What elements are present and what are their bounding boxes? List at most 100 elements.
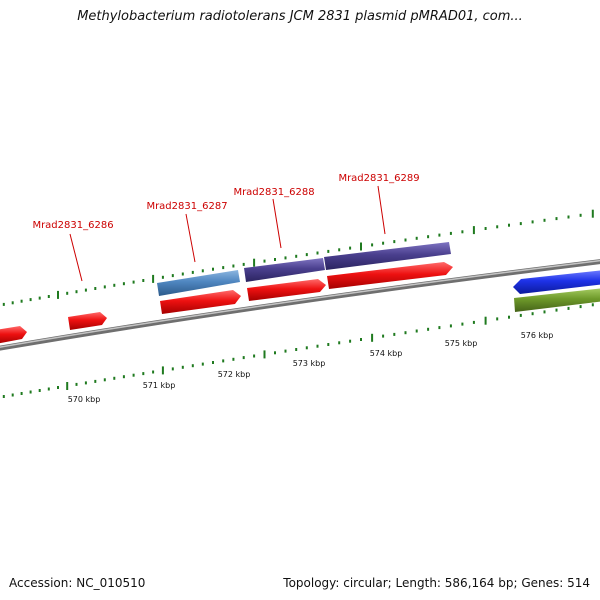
minor-tick <box>47 387 50 391</box>
minor-tick <box>242 356 245 360</box>
minor-tick <box>57 386 59 389</box>
major-tick <box>371 333 374 342</box>
minor-tick <box>2 302 5 306</box>
minor-tick <box>316 251 319 255</box>
minor-tick <box>449 231 452 235</box>
minor-tick <box>531 312 534 316</box>
minor-tick <box>349 246 352 250</box>
major-tick <box>360 242 362 251</box>
minor-tick <box>142 279 145 282</box>
minor-tick <box>438 326 441 330</box>
minor-tick <box>360 338 362 341</box>
kbp-tick-label: 570 kbp <box>68 395 101 404</box>
minor-tick <box>142 372 145 376</box>
outer-tick-ring <box>2 209 594 306</box>
minor-tick <box>519 313 522 317</box>
gene-feature-blue[interactable] <box>513 270 600 294</box>
major-tick <box>161 366 164 375</box>
minor-tick <box>461 230 464 234</box>
gene-label[interactable]: Mrad2831_6286 <box>32 220 113 231</box>
minor-tick <box>305 346 308 350</box>
minor-tick <box>11 393 14 397</box>
kbp-tick-label: 576 kbp <box>521 331 554 340</box>
gene-feature-red[interactable] <box>0 326 27 344</box>
minor-tick <box>496 225 499 229</box>
minor-tick <box>253 354 256 358</box>
accession-text: Accession: NC_010510 <box>9 576 146 590</box>
major-tick <box>152 274 155 283</box>
minor-tick <box>201 269 204 273</box>
minor-tick <box>191 270 194 274</box>
gene-feature-olive[interactable] <box>514 288 600 312</box>
minor-tick <box>567 215 570 219</box>
minor-tick <box>519 222 522 226</box>
kbp-scale-labels: 570 kbp 571 kbp 572 kbp 573 kbp 574 kbp 575 k… <box>68 331 554 404</box>
minor-tick <box>38 389 41 392</box>
gene-label[interactable]: Mrad2831_6289 <box>338 173 419 184</box>
minor-tick <box>438 233 441 237</box>
minor-tick <box>242 262 245 266</box>
minor-tick <box>232 357 235 361</box>
major-tick <box>253 258 256 267</box>
minor-tick <box>371 243 374 247</box>
minor-tick <box>579 213 582 217</box>
minor-tick <box>555 217 558 221</box>
minor-tick <box>404 331 407 335</box>
minor-tick <box>132 373 135 377</box>
minor-tick <box>94 379 97 383</box>
minor-tick <box>567 306 570 310</box>
minor-tick <box>349 339 352 343</box>
label-leader-line <box>69 233 83 282</box>
gene-feature-red[interactable] <box>160 290 241 314</box>
topology-summary-text: Topology: circular; Length: 586,164 bp; … <box>283 576 590 590</box>
minor-tick <box>75 382 78 386</box>
minor-tick <box>316 344 319 348</box>
map-title: Methylobacterium radiotolerans JCM 2831 … <box>77 9 523 24</box>
minor-tick <box>84 381 87 385</box>
minor-tick <box>132 280 135 284</box>
gene-feature-steel-blue[interactable] <box>157 270 240 296</box>
minor-tick <box>103 285 106 289</box>
minor-tick <box>461 322 464 326</box>
minor-tick <box>327 343 330 346</box>
minor-tick <box>75 290 78 294</box>
minor-tick <box>274 351 276 355</box>
minor-tick <box>20 392 23 395</box>
major-tick <box>66 382 69 390</box>
major-tick <box>484 316 487 325</box>
inner-tick-ring <box>2 303 594 398</box>
minor-tick <box>191 364 194 368</box>
gene-feature-purple[interactable] <box>324 242 451 270</box>
minor-tick <box>305 253 308 257</box>
minor-tick <box>113 283 116 287</box>
label-leader-line <box>185 213 196 263</box>
minor-tick <box>427 327 430 331</box>
gene-feature-red[interactable] <box>247 279 326 301</box>
gene-label[interactable]: Mrad2831_6287 <box>146 201 227 212</box>
minor-tick <box>11 301 14 305</box>
minor-tick <box>338 248 341 252</box>
kbp-tick-label: 572 kbp <box>218 370 251 379</box>
minor-tick <box>393 332 396 336</box>
minor-tick <box>181 365 184 369</box>
minor-tick <box>496 317 499 321</box>
minor-tick <box>508 315 510 319</box>
kbp-tick-label: 575 kbp <box>445 339 478 348</box>
minor-tick <box>47 295 50 298</box>
minor-tick <box>38 296 41 300</box>
gene-label[interactable]: Mrad2831_6288 <box>233 187 314 198</box>
minor-tick <box>122 282 125 286</box>
minor-tick <box>327 249 330 253</box>
gene-feature-red[interactable] <box>68 312 107 330</box>
minor-tick <box>393 240 396 244</box>
minor-tick <box>94 287 97 290</box>
minor-tick <box>591 303 594 307</box>
gene-feature-red[interactable] <box>327 262 453 289</box>
minor-tick <box>427 235 430 239</box>
gene-feature-purple[interactable] <box>244 258 325 282</box>
label-leader-line <box>377 185 386 235</box>
minor-tick <box>382 241 385 245</box>
kbp-tick-label: 574 kbp <box>370 349 403 358</box>
minor-tick <box>284 349 287 353</box>
